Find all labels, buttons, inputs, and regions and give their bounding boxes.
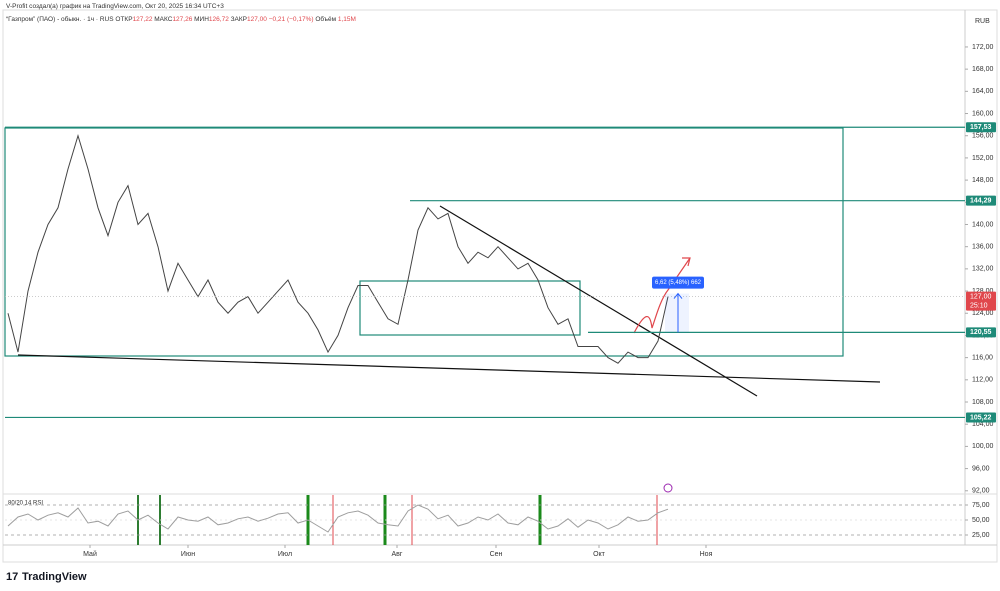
level-label: 144,29: [970, 198, 992, 205]
x-tick-label: Авг: [392, 551, 403, 558]
y-tick-label: 136,00: [972, 244, 994, 251]
price-line: [7, 504, 669, 533]
ohlc-value: 126,72: [208, 16, 229, 23]
countdown: 25:10: [970, 302, 988, 309]
y-tick-label: 100,00: [972, 443, 994, 450]
y-tick-label: 152,00: [972, 155, 994, 162]
ohlc-value: 127,00: [247, 16, 267, 23]
event-marker: [663, 483, 673, 493]
forecast-arrow: [633, 257, 691, 334]
level-label-box: [966, 195, 996, 206]
y-tick-label: 164,00: [972, 88, 994, 95]
y-tick-label: 124,00: [972, 310, 994, 317]
change: −0,21 (−0,17%): [268, 16, 314, 23]
y-tick-label: 112,00: [972, 377, 993, 384]
ohlc-label: МАКС: [154, 16, 173, 23]
level-label: 157,53: [970, 124, 992, 131]
y-tick-label: 116,00: [972, 354, 993, 361]
ohlc-label: ЗАКР: [230, 16, 248, 23]
y-tick-label: 108,00: [972, 399, 994, 406]
y-tick-label: 96,00: [972, 465, 990, 472]
level-label-box: [966, 412, 996, 423]
volume-label: Объём: [315, 16, 337, 23]
x-tick-label: Май: [83, 550, 97, 558]
y-tick-label: 168,00: [972, 66, 994, 73]
trend-line: [439, 205, 758, 397]
y-tick-label: 75,00: [972, 502, 990, 509]
trend-line: [17, 354, 881, 383]
level-label-box: [966, 122, 996, 133]
y-tick-label: 104,00: [972, 421, 994, 428]
y-tick-label: 92,00: [972, 488, 990, 495]
y-tick-label: 148,00: [972, 177, 994, 184]
x-tick-label: Окт: [593, 551, 606, 558]
y-tick-label: 140,00: [972, 221, 994, 228]
author-line: V-Profit создал(а) график на TradingView…: [6, 3, 224, 10]
x-tick-label: Июл: [278, 551, 292, 558]
y-tick-label: 50,00: [972, 517, 990, 524]
symbol: “Газпром” (ПАО) - обыкн. · 1ч · RUS: [6, 16, 114, 23]
last-price-label: 127,00: [970, 293, 992, 300]
brand: TradingView: [22, 571, 87, 583]
level-label: 105,22: [970, 414, 992, 421]
ohlc-label: МИН: [194, 16, 209, 23]
y-tick-label: 172,00: [972, 44, 994, 51]
x-tick-label: Сен: [490, 551, 503, 558]
last-price-box: [966, 291, 996, 311]
y-tick-label: 25,00: [972, 532, 990, 539]
symbol-legend: “Газпром” (ПАО) - обыкн. · 1ч · RUS ОТКР…: [6, 16, 356, 23]
currency: RUB: [975, 18, 990, 25]
volume: 1,15M: [337, 16, 356, 23]
range-box: [4, 127, 844, 357]
drawings: [4, 127, 881, 545]
rsi-title: 80/20 14 RSI: [8, 501, 43, 507]
x-tick-label: Июн: [181, 551, 195, 558]
level-label-box: [966, 327, 996, 338]
measure-area: [665, 293, 689, 333]
ohlc-value: 127,26: [172, 16, 193, 23]
range-box: [359, 280, 581, 336]
measure-arrow-head: [673, 292, 683, 299]
ohlc-label: ОТКР: [115, 16, 133, 23]
y-tick-label: 132,00: [972, 266, 994, 273]
price-line: [7, 133, 669, 364]
arrow-head: [682, 257, 691, 267]
ohlc-value: 127,22: [132, 16, 153, 23]
frame: [2, 9, 998, 563]
x-tick-label: Ноя: [700, 551, 713, 558]
y-tick-label: 160,00: [972, 110, 994, 117]
brand-logo: 17: [6, 571, 18, 583]
y-tick-label: 156,00: [972, 133, 994, 140]
level-label: 120,55: [970, 329, 992, 336]
measure-label: 6,62 (5,48%) 662: [655, 280, 702, 286]
measure-box: [652, 276, 704, 289]
y-tick-label: 128,00: [972, 288, 994, 295]
